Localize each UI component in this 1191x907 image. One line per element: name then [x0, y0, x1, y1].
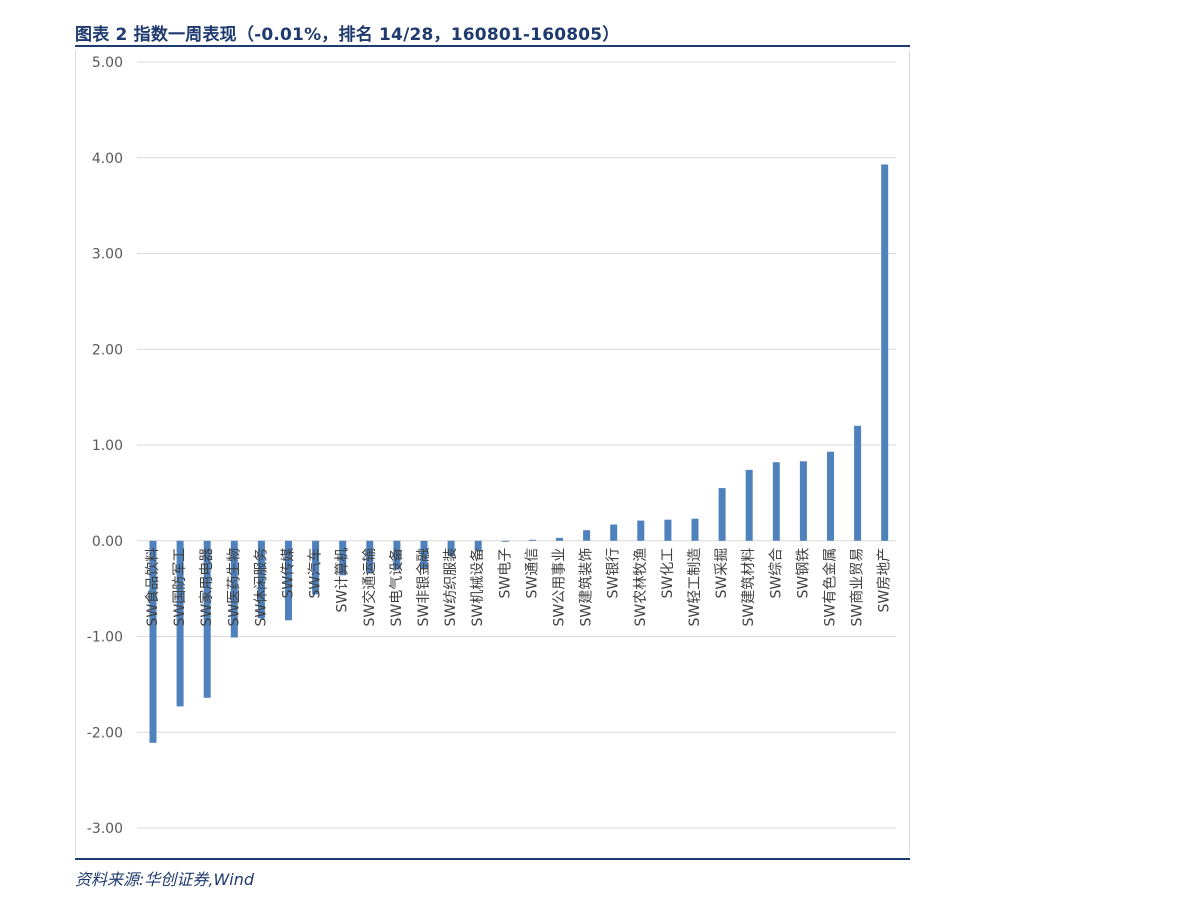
category-label: SW纺织服装	[443, 548, 459, 627]
y-tick-label: -1.00	[87, 630, 123, 646]
bar	[556, 537, 563, 541]
title-rule	[75, 45, 910, 47]
y-tick-label: 5.00	[92, 55, 123, 71]
chart-frame: 5.00 4.00 3.00 2.00 1.00 0.00 -1.00 -2.00 -3.00 …	[75, 50, 910, 855]
bar	[854, 425, 862, 541]
bar	[474, 540, 482, 551]
y-tick-label: 0.00	[92, 534, 123, 550]
bar	[257, 540, 265, 619]
bar-chart: 5.004.003.002.001.000.00-1.00-2.00-3.00 …	[87, 55, 896, 837]
bar	[772, 462, 780, 541]
y-tick-label: 3.00	[92, 247, 123, 263]
category-label: SW电子	[497, 548, 513, 599]
category-label: SW食品饮料	[144, 548, 161, 627]
bar	[799, 461, 807, 541]
bar	[203, 540, 211, 698]
category-label: SW计算机	[335, 548, 351, 613]
category-label: SW房地产	[877, 548, 893, 613]
category-label: SW医药生物	[226, 548, 242, 627]
bar	[176, 540, 184, 707]
bar	[366, 540, 374, 574]
category-label: SW建筑装饰	[579, 548, 595, 627]
category-label: SW国防军工	[172, 548, 188, 627]
bar	[339, 540, 347, 576]
bar	[393, 540, 401, 570]
bar	[312, 540, 320, 595]
gridlines	[137, 61, 896, 829]
category-label: SW机械设备	[469, 548, 486, 627]
y-tick-label: 4.00	[92, 151, 123, 167]
category-label: SW汽车	[307, 548, 324, 599]
category-label: SW通信	[524, 548, 540, 599]
bottom-rule	[75, 858, 910, 860]
bar	[881, 164, 889, 541]
category-label: SW轻工制造	[687, 548, 703, 627]
bar	[501, 540, 509, 542]
bar	[285, 540, 292, 621]
y-tick-label: 1.00	[92, 438, 123, 454]
category-label: SW化工	[660, 548, 676, 599]
category-label: SW建筑材料	[741, 548, 757, 627]
category-label: SW非银金融	[416, 548, 432, 627]
bar	[230, 540, 238, 638]
bar	[149, 540, 157, 743]
category-labels: SW食品饮料 SW国防军工 SW家用电器 SW医药生物 SW休闲服务 SW传媒 SW汽车 SW…	[144, 548, 893, 627]
category-label: SW综合	[768, 548, 784, 599]
y-tick-label: -2.00	[87, 725, 123, 741]
bar	[827, 451, 834, 541]
bar	[610, 524, 618, 541]
category-label: SW有色金属	[822, 548, 839, 627]
y-tick-label: 2.00	[92, 342, 123, 358]
category-label: SW采掘	[714, 548, 730, 599]
category-label: SW银行	[606, 548, 622, 599]
figure-title: 图表 2 指数一周表现（-0.01%，排名 14/28，160801-16080…	[75, 25, 620, 45]
bars	[149, 164, 889, 743]
source-note: 资料来源:华创证券,Wind	[75, 870, 255, 889]
bar	[583, 530, 591, 541]
bar	[718, 488, 726, 541]
y-axis-tick-labels: 5.00 4.00 3.00 2.00 1.00 0.00 -1.00 -2.00 -3.00	[87, 55, 123, 837]
category-label: SW交通运输	[361, 548, 378, 627]
category-label: SW休闲服务	[253, 548, 269, 627]
category-label: SW家用电器	[198, 548, 215, 627]
category-label: SW电气设备	[388, 548, 405, 627]
category-label: SW传媒	[281, 548, 297, 599]
y-tick-label: -3.00	[87, 821, 123, 837]
category-label: SW商业贸易	[850, 548, 866, 627]
bar	[420, 540, 428, 569]
bar	[637, 520, 645, 541]
category-label: SW钢铁	[795, 548, 811, 599]
bar	[447, 540, 455, 557]
bar	[691, 518, 699, 541]
bar	[664, 519, 672, 541]
bar	[528, 539, 536, 541]
category-label: SW农林牧渔	[633, 548, 649, 627]
bar	[745, 469, 753, 541]
category-label: SW公用事业	[552, 548, 568, 627]
